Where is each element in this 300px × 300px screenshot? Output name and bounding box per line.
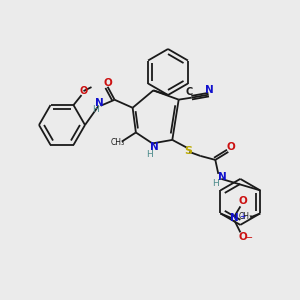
Text: N: N	[218, 172, 227, 182]
Text: O: O	[238, 196, 247, 206]
Text: N: N	[95, 98, 104, 108]
Text: H: H	[92, 105, 99, 114]
Text: H: H	[212, 179, 219, 188]
Text: N: N	[150, 142, 159, 152]
Text: O: O	[238, 232, 247, 242]
Text: +: +	[239, 212, 246, 221]
Text: N: N	[230, 213, 239, 224]
Text: H: H	[146, 150, 153, 159]
Text: O: O	[103, 78, 112, 88]
Text: S: S	[184, 146, 192, 156]
Text: −: −	[245, 233, 253, 243]
Text: O: O	[80, 86, 88, 96]
Text: N: N	[205, 85, 214, 94]
Text: C: C	[185, 87, 192, 97]
Text: CH₃: CH₃	[111, 138, 125, 147]
Text: O: O	[227, 142, 236, 152]
Text: CH₃: CH₃	[238, 212, 252, 221]
